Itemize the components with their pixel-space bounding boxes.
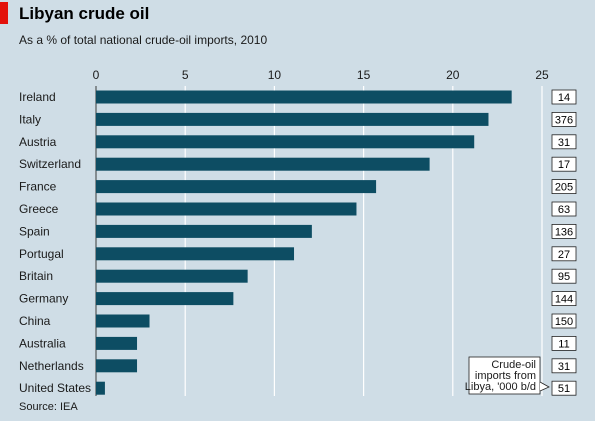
imports-value: 144 (555, 294, 573, 306)
bar (96, 247, 295, 261)
imports-box (551, 246, 577, 262)
bar (96, 157, 430, 171)
imports-value: 95 (558, 271, 570, 283)
category-label: Portugal (19, 247, 64, 261)
bar (96, 336, 138, 350)
bar (96, 224, 312, 238)
chart-title: Libyan crude oil (19, 4, 150, 23)
bar (96, 359, 138, 373)
category-label: United States (19, 381, 91, 395)
imports-box (551, 201, 577, 217)
annotation-line: imports from (475, 370, 536, 382)
bar (96, 135, 475, 149)
bar (96, 112, 489, 126)
imports-value: 31 (558, 361, 570, 373)
bar (96, 180, 377, 194)
bar (96, 269, 248, 283)
category-label: Netherlands (19, 359, 84, 373)
bar (96, 202, 357, 216)
x-tick-label: 5 (182, 68, 189, 82)
imports-value: 150 (555, 316, 573, 328)
imports-value: 27 (558, 249, 570, 261)
imports-value: 205 (555, 182, 573, 194)
category-label: Austria (19, 135, 57, 149)
imports-value: 376 (555, 114, 573, 126)
annotation-pointer (539, 381, 550, 392)
imports-value: 17 (558, 159, 570, 171)
category-label: Switzerland (19, 157, 81, 171)
category-label: Germany (19, 292, 68, 306)
x-tick-label: 20 (446, 68, 460, 82)
imports-box (551, 223, 577, 239)
annotation-line: Libya, '000 b/d (465, 381, 536, 393)
category-label: China (19, 314, 51, 328)
annotation-line: Crude-oil (491, 359, 536, 371)
category-label: France (19, 180, 57, 194)
category-label: Britain (19, 269, 53, 283)
imports-box (551, 380, 577, 396)
x-tick-label: 15 (357, 68, 371, 82)
imports-box (551, 268, 577, 284)
imports-box (551, 358, 577, 374)
imports-box (551, 112, 577, 127)
imports-value: 14 (558, 92, 570, 104)
x-tick-label: 0 (93, 68, 100, 82)
imports-box (551, 291, 577, 307)
imports-box (551, 335, 577, 351)
x-tick-label: 25 (535, 68, 549, 82)
x-tick-label: 10 (268, 68, 282, 82)
bar (96, 381, 105, 395)
bar (96, 90, 512, 104)
imports-box (551, 179, 577, 195)
bar (96, 292, 234, 306)
imports-value: 31 (558, 137, 570, 149)
category-label: Spain (19, 224, 50, 238)
imports-box (551, 134, 577, 150)
annotation-box (468, 356, 541, 395)
imports-box (551, 156, 577, 172)
imports-value: 11 (558, 338, 569, 350)
imports-value: 63 (558, 204, 570, 216)
imports-box (551, 89, 577, 105)
category-label: Australia (19, 336, 66, 350)
imports-box (551, 313, 577, 329)
source-note: Source: IEA (19, 401, 78, 413)
chart-subtitle: As a % of total national crude-oil impor… (19, 33, 268, 47)
red-accent-tab (0, 2, 8, 24)
category-label: Ireland (19, 90, 56, 104)
imports-value: 136 (555, 226, 573, 238)
category-label: Greece (19, 202, 59, 216)
category-label: Italy (19, 112, 41, 126)
bar (96, 314, 150, 328)
imports-value: 51 (558, 383, 570, 395)
